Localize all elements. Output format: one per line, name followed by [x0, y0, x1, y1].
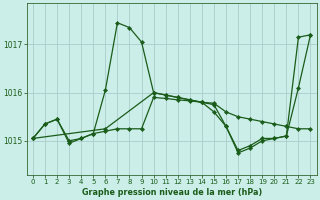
X-axis label: Graphe pression niveau de la mer (hPa): Graphe pression niveau de la mer (hPa) [82, 188, 262, 197]
